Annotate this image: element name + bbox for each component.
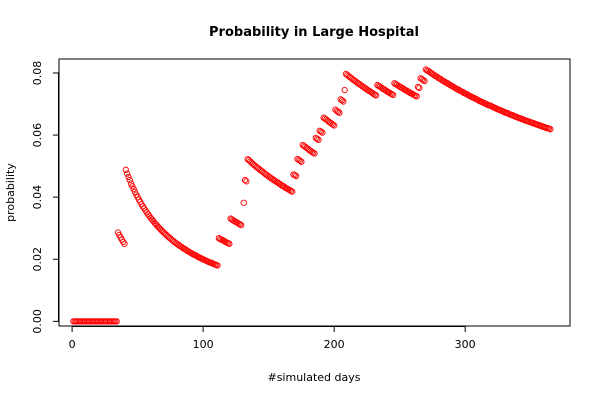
x-tick-label: 100	[193, 338, 214, 351]
data-point	[319, 129, 326, 136]
data-point	[241, 176, 249, 184]
data-point	[389, 91, 397, 99]
data-point	[338, 97, 346, 104]
data-point	[420, 76, 427, 84]
data-point	[372, 92, 380, 99]
data-point	[341, 86, 348, 94]
data-point	[298, 158, 305, 165]
data-point	[289, 188, 296, 195]
x-tick-label: 0	[69, 338, 76, 351]
data-point	[240, 199, 247, 206]
data-point	[236, 221, 243, 228]
data-point	[421, 77, 428, 85]
data-point	[313, 135, 321, 142]
data-point	[336, 109, 343, 116]
data-point	[334, 108, 342, 115]
data-point	[329, 121, 336, 128]
data-point	[296, 157, 304, 164]
data-point	[243, 178, 250, 185]
data-point	[126, 176, 133, 184]
data-point	[113, 318, 120, 325]
data-point	[315, 136, 322, 143]
data-point	[317, 128, 325, 135]
data-point	[388, 90, 395, 98]
data-points	[70, 66, 554, 325]
y-axis-label: probability	[4, 163, 17, 222]
data-point	[293, 172, 300, 180]
data-point	[331, 122, 338, 129]
data-point	[237, 221, 245, 229]
data-point	[416, 84, 423, 92]
x-tick-label: 200	[324, 338, 345, 351]
data-point	[291, 171, 298, 179]
data-point	[123, 170, 131, 177]
data-point	[547, 126, 554, 133]
y-tick-label: 0.02	[31, 247, 44, 272]
data-point	[414, 83, 422, 91]
data-point	[226, 240, 233, 247]
data-point	[214, 262, 221, 269]
x-tick-label: 300	[455, 338, 476, 351]
data-point	[413, 93, 420, 100]
y-tick-label: 0.00	[31, 309, 44, 334]
data-point	[121, 240, 128, 247]
data-point	[122, 166, 129, 173]
chart-title: Probability in Large Hospital	[209, 25, 419, 40]
y-axis: 0.00 0.02 0.04 0.06 0.08	[31, 61, 59, 334]
data-point	[125, 173, 132, 181]
x-axis: 0 100 200 300	[69, 326, 476, 351]
y-tick-label: 0.04	[31, 185, 44, 210]
y-tick-label: 0.06	[31, 123, 44, 148]
y-tick-label: 0.08	[31, 61, 44, 86]
data-point	[311, 150, 318, 157]
x-axis-label: #simulated days	[267, 371, 360, 384]
data-point	[340, 98, 347, 105]
data-point	[120, 238, 127, 246]
